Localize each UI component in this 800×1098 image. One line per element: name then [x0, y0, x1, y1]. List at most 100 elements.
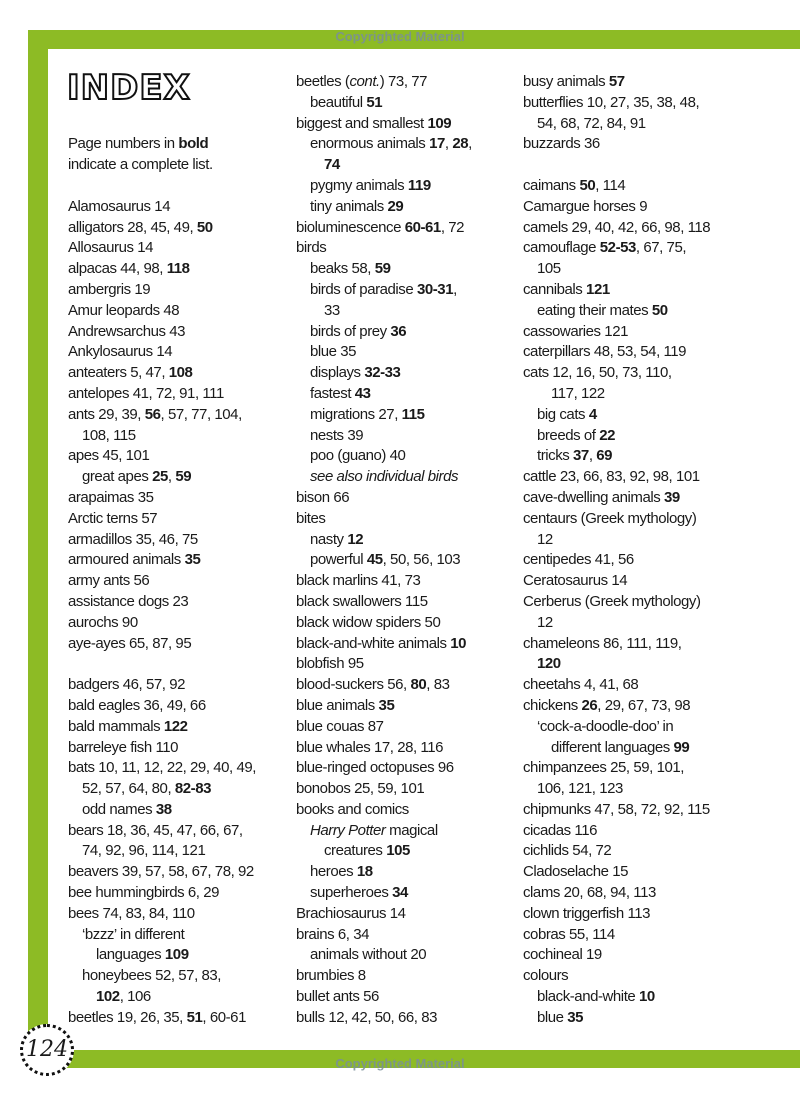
page-number: 124	[20, 1024, 74, 1076]
left-green-band	[28, 30, 48, 1060]
index-entry: Allosaurus 14	[68, 238, 256, 259]
entry-text: ‘bzzz’ in different	[82, 925, 185, 943]
bold-page-ref: 35	[184, 551, 201, 569]
entry-text: magical	[385, 821, 438, 839]
entry-text: biggest and smallest	[296, 114, 428, 132]
index-entry: aye-ayes 65, 87, 95	[68, 634, 256, 655]
index-entry: caterpillars 48, 53, 54, 119	[523, 342, 710, 363]
entry-text: apes 45, 101	[68, 447, 150, 465]
index-entry: 74, 92, 96, 114, 121	[68, 841, 256, 862]
entry-text: ) 73, 77	[379, 73, 428, 90]
index-entry: blue 35	[523, 1008, 710, 1029]
entry-text: displays	[310, 364, 365, 382]
entry-text: bees 74, 83, 84, 110	[68, 904, 195, 922]
entry-text: Ankylosaurus 14	[68, 343, 173, 361]
index-entry: alligators 28, 45, 49, 50	[68, 218, 256, 239]
index-entry: Harry Potter magical	[296, 821, 472, 842]
bold-page-ref: 82-83	[174, 780, 212, 798]
entry-text: 117, 122	[551, 384, 605, 402]
bold-page-ref: 25	[152, 468, 168, 486]
entry-text: aurochs 90	[68, 613, 138, 631]
entry-text: armoured animals	[68, 551, 185, 569]
entry-text: Alamosaurus 14	[68, 197, 171, 215]
index-entry: biggest and smallest 109	[296, 114, 472, 135]
entry-text: cattle 23, 66, 83, 92, 98, 101	[523, 468, 700, 486]
entry-text: , 72	[440, 218, 465, 236]
entry-text: 12	[537, 530, 553, 548]
bold-page-ref: 26	[581, 696, 598, 714]
entry-text: Camargue horses 9	[523, 197, 648, 215]
index-entry: Cerberus (Greek mythology)	[523, 592, 710, 613]
entry-text: cassowaries 121	[523, 322, 628, 340]
entry-text: animals without 20	[310, 946, 427, 964]
entry-text: colours	[523, 967, 569, 985]
index-entry: blue-ringed octopuses 96	[296, 758, 472, 779]
entry-text: ‘cock-a-doodle-doo’ in	[537, 717, 674, 735]
entry-text: , 50, 56, 103	[382, 551, 461, 569]
entry-text: antelopes 41, 72, 91, 111	[68, 384, 224, 402]
index-entry: breeds of 22	[523, 426, 710, 447]
index-entry: Ceratosaurus 14	[523, 571, 710, 592]
entry-text: butterflies 10, 27, 35, 38, 48,	[523, 93, 700, 111]
bold-page-ref: 43	[354, 384, 371, 402]
index-entry: buzzards 36	[523, 134, 710, 155]
bold-page-ref: 35	[378, 696, 395, 714]
bold-page-ref: 105	[386, 842, 410, 860]
entry-text: caterpillars 48, 53, 54, 119	[523, 343, 687, 361]
entry-text: ,	[167, 468, 176, 486]
entry-text: , 83	[426, 676, 450, 694]
entry-text: bites	[296, 509, 326, 527]
entry-text: beetles 19, 26, 35,	[68, 1008, 187, 1026]
entry-text: pygmy animals	[310, 176, 408, 194]
bold-page-ref: 50	[651, 301, 668, 319]
index-entry: cave-dwelling animals 39	[523, 488, 710, 509]
bold-page-ref: 109	[164, 946, 189, 964]
bold-page-ref: 121	[586, 280, 610, 298]
entry-text: chameleons 86, 111, 119,	[523, 634, 682, 652]
index-entry: bats 10, 11, 12, 22, 29, 40, 49,	[68, 758, 256, 779]
entry-text: different languages	[551, 738, 674, 756]
index-entry: bison 66	[296, 488, 472, 509]
entry-text: cicadas 116	[523, 821, 597, 839]
entry-text: cobras 55, 114	[523, 925, 615, 943]
index-entry: 108, 115	[68, 426, 256, 447]
bold-page-ref: 119	[407, 176, 431, 194]
index-entry: see also individual birds	[296, 467, 472, 488]
index-column-2: beetles (cont.) 73, 77 beautiful 51 bigges…	[296, 72, 472, 1029]
index-entry: displays 32-33	[296, 363, 472, 384]
index-entry: bullet ants 56	[296, 987, 472, 1008]
entry-text: black widow spiders 50	[296, 613, 441, 631]
bold-page-ref: 17	[429, 135, 445, 153]
index-entry: 106, 121, 123	[523, 779, 710, 800]
entry-text: 74, 92, 96, 114, 121	[82, 842, 206, 860]
index-entry: nasty 12	[296, 530, 472, 551]
entry-text: Allosaurus 14	[68, 239, 154, 257]
entry-text: ,	[444, 135, 453, 153]
index-entry: ‘bzzz’ in different	[68, 925, 256, 946]
entry-text: bulls 12, 42, 50, 66, 83	[296, 1008, 437, 1026]
entry-text: Page numbers in	[68, 135, 179, 153]
entry-text: books and comics	[296, 800, 409, 818]
index-entry: nests 39	[296, 426, 472, 447]
index-entry: black-and-white 10	[523, 987, 710, 1008]
entry-text: blue whales 17, 28, 116	[296, 738, 443, 756]
bold-page-ref: 38	[155, 800, 172, 818]
index-entry: apes 45, 101	[68, 446, 256, 467]
bold-page-ref: 50	[579, 176, 596, 194]
entry-text: aye-ayes 65, 87, 95	[68, 634, 192, 652]
index-entry: odd names 38	[68, 800, 256, 821]
index-entry: ambergris 19	[68, 280, 256, 301]
bold-page-ref: 39	[664, 488, 680, 506]
index-entry: black widow spiders 50	[296, 613, 472, 634]
entry-text: 33	[324, 301, 340, 319]
bold-page-ref: 60-61	[404, 218, 442, 236]
index-entry: bee hummingbirds 6, 29	[68, 883, 256, 904]
entry-text: centaurs (Greek mythology)	[523, 509, 697, 527]
entry-text: , 29, 67, 73, 98	[597, 696, 691, 714]
index-entry: beetles 19, 26, 35, 51, 60-61	[68, 1008, 256, 1029]
entry-text: army ants 56	[68, 572, 150, 590]
index-entry: assistance dogs 23	[68, 592, 256, 613]
watermark-top: Copyrighted Material	[335, 29, 465, 44]
index-entry: chipmunks 47, 58, 72, 92, 115	[523, 800, 710, 821]
entry-text: , 60-61	[202, 1008, 246, 1026]
